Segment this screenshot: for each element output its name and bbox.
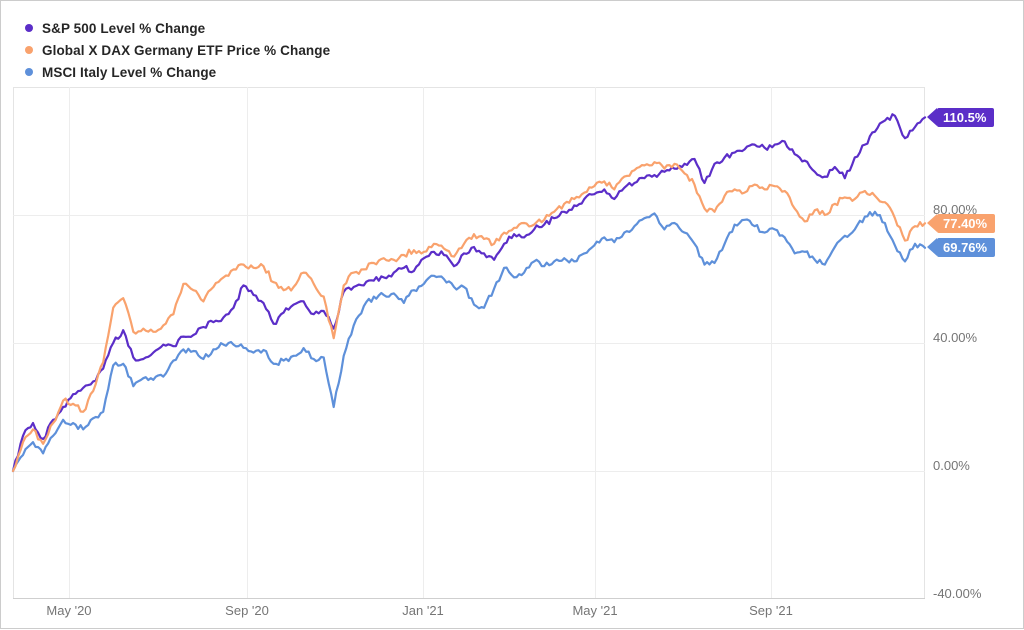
legend-label: MSCI Italy Level % Change [42,64,217,80]
x-axis-tick-label: Sep '20 [225,603,269,618]
last-value-badge-series-2: 77.40% [926,213,996,233]
x-axis-tick-label: Jan '21 [402,603,444,618]
x-axis-tick-label: May '21 [572,603,618,618]
x-axis-tick-label: Sep '21 [749,603,793,618]
legend-item-dax[interactable]: Global X DAX Germany ETF Price % Change [25,39,330,61]
y-axis-tick-label: 40.00% [933,330,978,345]
series-dot-icon [25,24,33,32]
y-axis-tick-label: 80.00% [933,202,978,217]
last-value-badge-series-3: 69.76% [926,238,996,258]
legend: S&P 500 Level % Change Global X DAX Germ… [25,17,330,83]
legend-label: S&P 500 Level % Change [42,20,206,36]
series-dot-icon [25,68,33,76]
series-line-1[interactable] [11,113,927,473]
series-line-3[interactable] [11,210,927,473]
y-axis-tick-label: -40.00% [933,586,982,601]
series-line-2[interactable] [11,161,927,473]
x-axis-tick-label: May '20 [46,603,92,618]
legend-item-msci-italy[interactable]: MSCI Italy Level % Change [25,61,330,83]
series-dot-icon [25,46,33,54]
last-value-badge-series-1: 110.5% [926,107,995,127]
y-axis-tick-label: 0.00% [933,458,970,473]
legend-item-sp500[interactable]: S&P 500 Level % Change [25,17,330,39]
legend-label: Global X DAX Germany ETF Price % Change [42,42,331,58]
